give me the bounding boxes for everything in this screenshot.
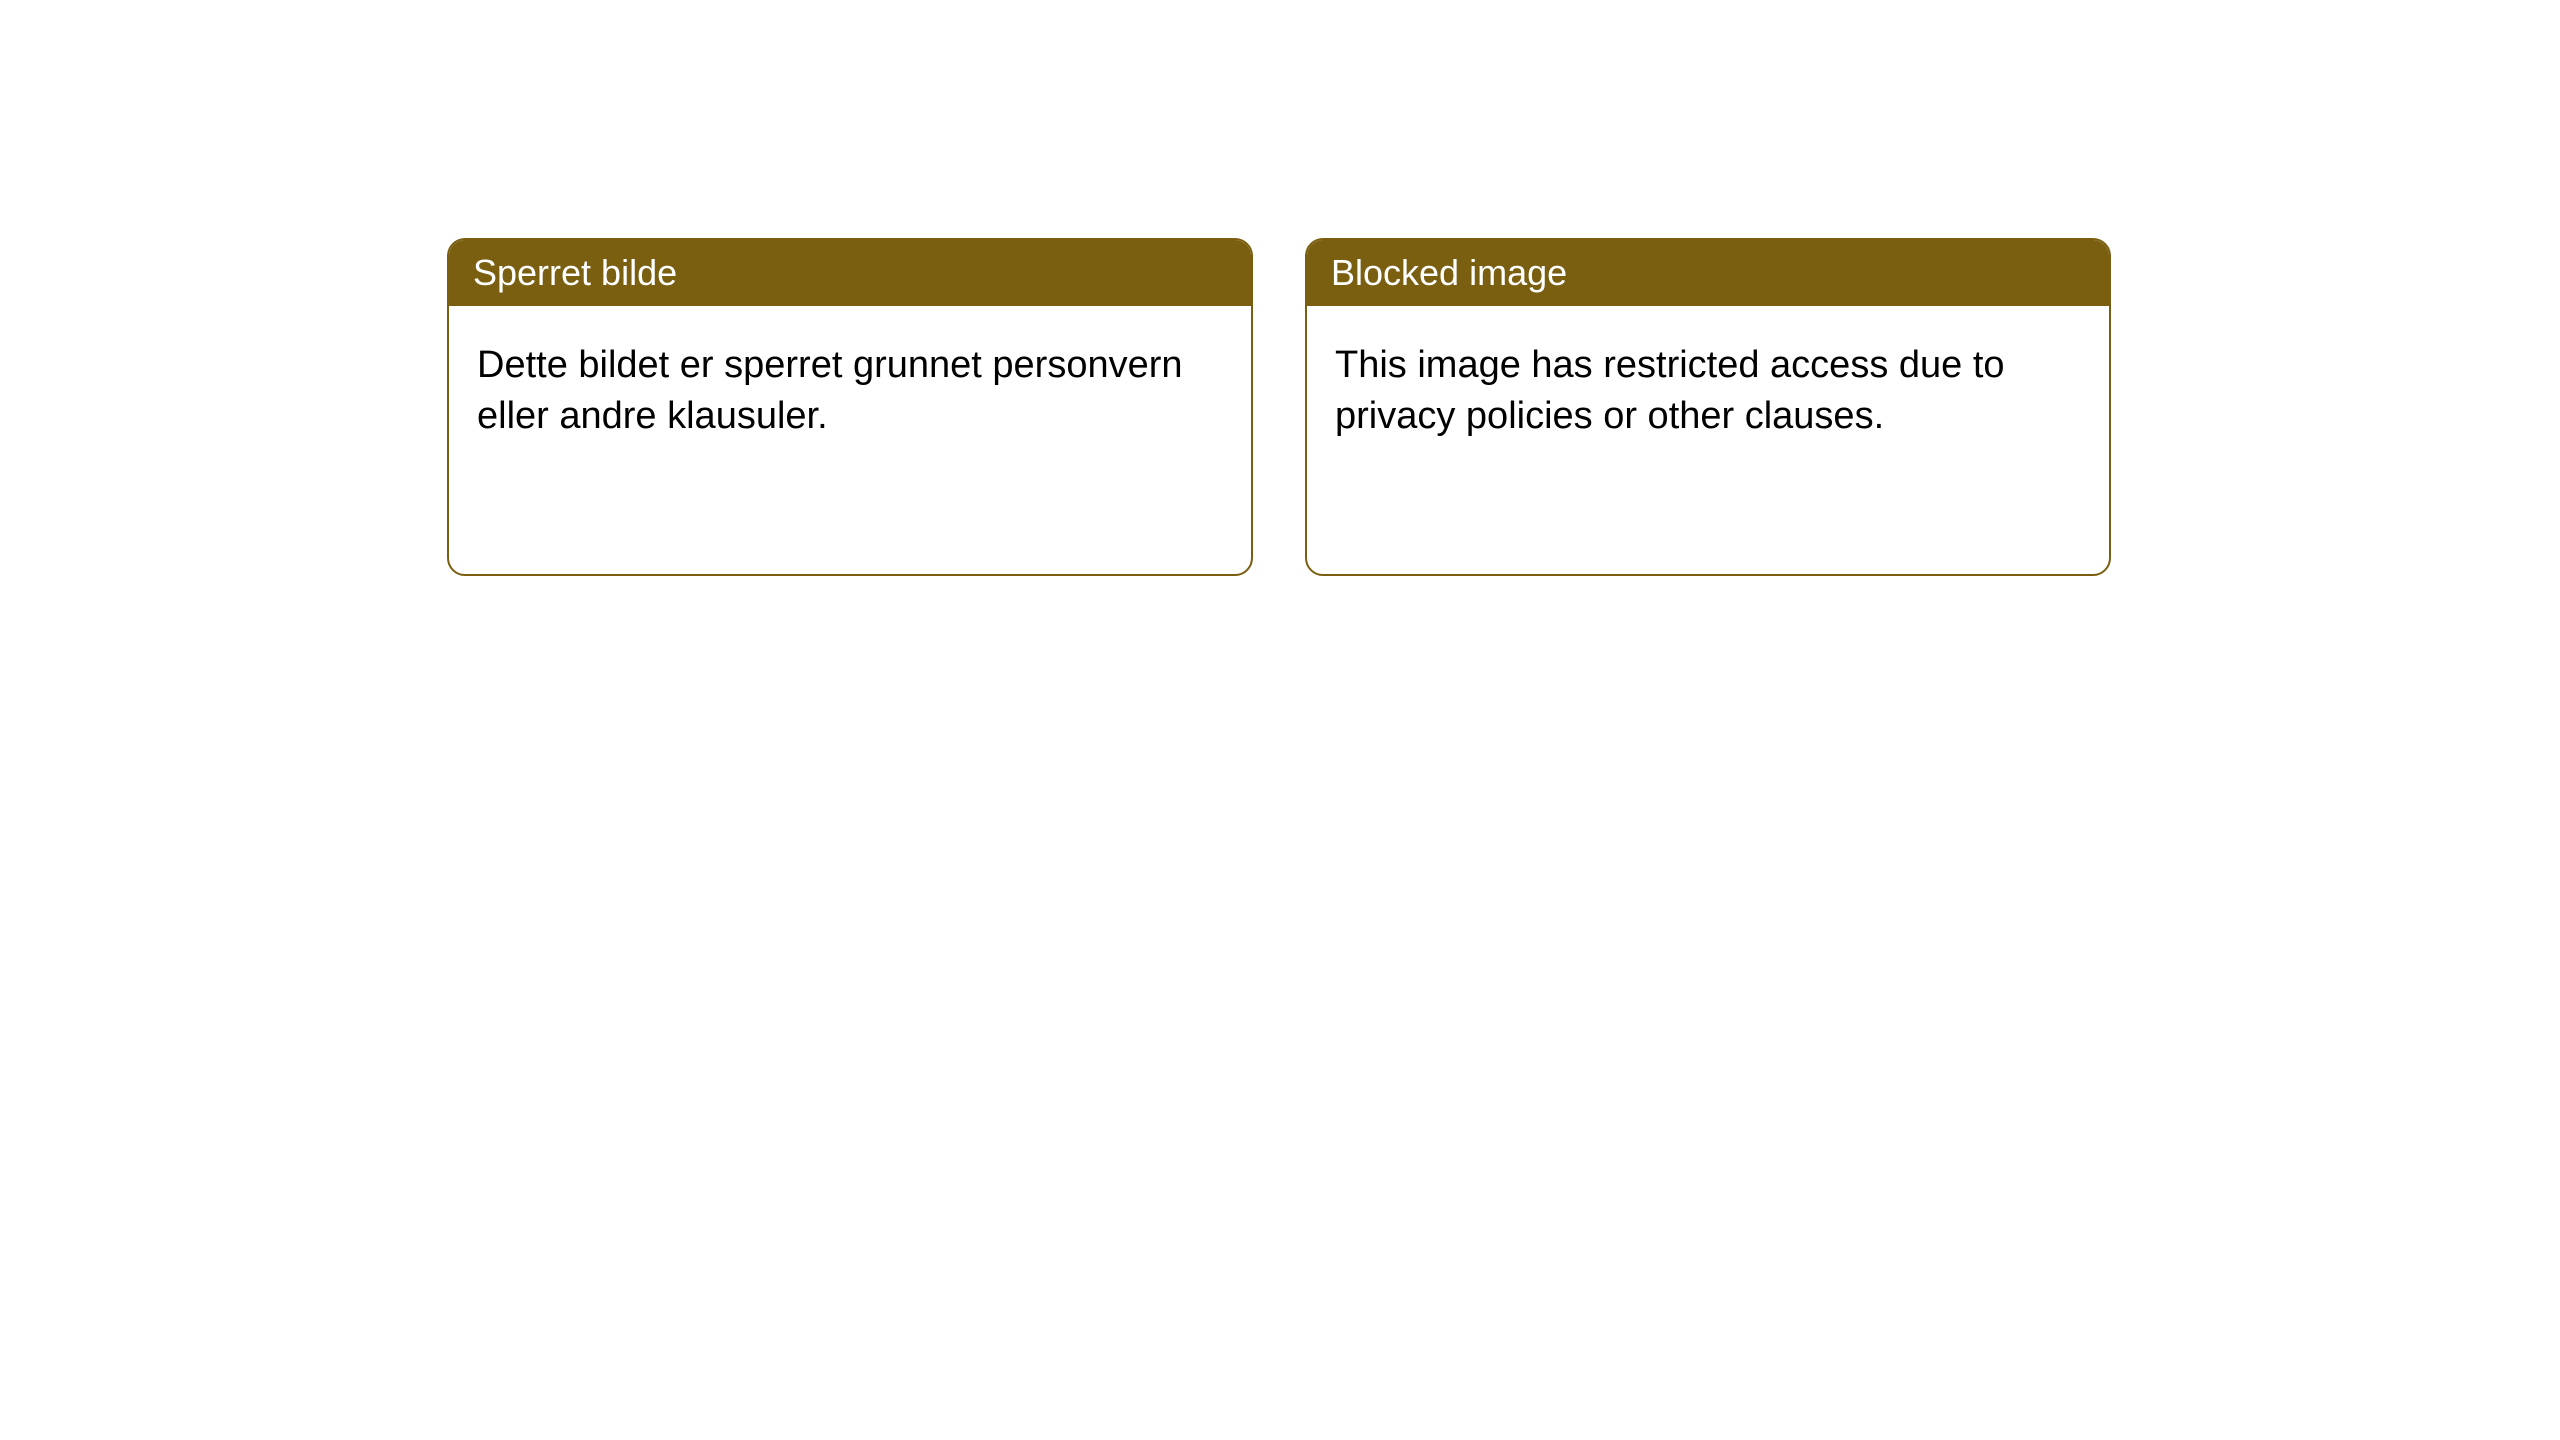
card-header: Blocked image <box>1307 240 2109 306</box>
notice-card-norwegian: Sperret bilde Dette bildet er sperret gr… <box>447 238 1253 576</box>
card-title: Sperret bilde <box>473 252 677 293</box>
card-body: Dette bildet er sperret grunnet personve… <box>449 306 1251 477</box>
card-body-text: Dette bildet er sperret grunnet personve… <box>477 344 1183 437</box>
notice-card-english: Blocked image This image has restricted … <box>1305 238 2111 576</box>
card-header: Sperret bilde <box>449 240 1251 306</box>
card-body: This image has restricted access due to … <box>1307 306 2109 477</box>
card-title: Blocked image <box>1331 252 1567 293</box>
notice-cards-row: Sperret bilde Dette bildet er sperret gr… <box>0 0 2560 576</box>
card-body-text: This image has restricted access due to … <box>1335 344 2005 437</box>
